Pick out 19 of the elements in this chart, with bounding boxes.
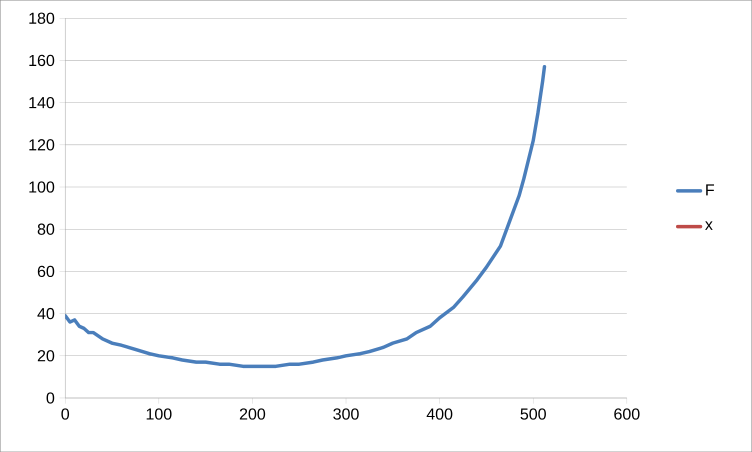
x-tick-label: 300 [333, 408, 359, 420]
legend-label: x [705, 221, 713, 230]
x-tick-label: 600 [614, 408, 640, 420]
legend-label: F [706, 184, 714, 196]
y-tick-label: 160 [29, 54, 54, 66]
x-tick-label: 100 [146, 408, 172, 420]
y-tick-label: 40 [37, 308, 54, 320]
x-tick-label: 400 [426, 408, 452, 420]
y-tick-label: 0 [46, 392, 54, 404]
y-tick-label: 60 [38, 266, 54, 277]
x-tick-label: 0 [61, 408, 70, 420]
y-tick-label: 20 [38, 350, 54, 362]
x-tick-label: 200 [240, 408, 266, 420]
y-tick-label: 80 [38, 223, 54, 235]
y-tick-label: 120 [29, 139, 54, 150]
x-tick-label: 500 [520, 408, 546, 420]
y-tick-label: 180 [29, 12, 54, 24]
y-tick-label: 100 [29, 181, 54, 193]
y-tick-label: 140 [29, 96, 54, 108]
